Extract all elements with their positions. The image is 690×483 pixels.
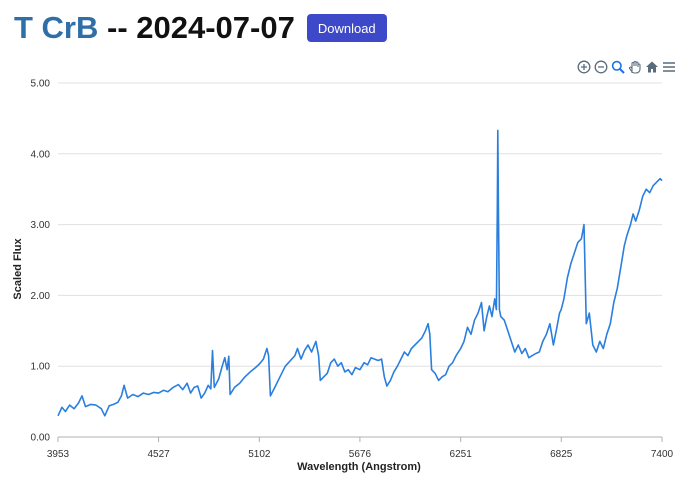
x-tick-label: 3953 (47, 449, 70, 460)
y-tick-label: 1.00 (31, 362, 51, 373)
star-name: T CrB (14, 10, 99, 45)
y-tick-label: 2.00 (31, 291, 51, 302)
flux-series-line (57, 129, 663, 417)
x-tick-label: 5102 (248, 449, 271, 460)
observation-date: -- 2024-07-07 (98, 10, 295, 45)
spectrum-chart: 0.00 1.00 2.00 3.00 4.00 5.00 3953 4527 5102 567… (12, 79, 674, 474)
y-axis-ticks: 0.00 1.00 2.00 3.00 4.00 5.00 (31, 79, 51, 444)
x-tick-label: 6825 (550, 449, 573, 460)
menu-icon[interactable] (662, 60, 676, 74)
pan-hand-icon[interactable] (628, 60, 642, 74)
zoom-out-icon[interactable] (594, 60, 608, 74)
x-tick-label: 5676 (349, 449, 372, 460)
x-tick-label: 7400 (651, 449, 674, 460)
page-title: T CrB -- 2024-07-07 (14, 10, 295, 46)
zoom-selection-icon[interactable] (611, 60, 625, 74)
page-header: T CrB -- 2024-07-07 Download (14, 8, 387, 48)
chart-toolbar (577, 60, 676, 74)
y-tick-label: 4.00 (31, 149, 51, 160)
home-reset-icon[interactable] (645, 60, 659, 74)
x-tick-label: 6251 (450, 449, 473, 460)
x-axis-ticks: 3953 4527 5102 5676 6251 6825 7400 (47, 437, 674, 460)
y-tick-label: 0.00 (31, 433, 51, 444)
y-tick-label: 5.00 (31, 79, 51, 90)
x-axis-title: Wavelength (Angstrom) (297, 461, 421, 473)
download-button[interactable]: Download (306, 14, 387, 42)
y-axis-title: Scaled Flux (12, 238, 24, 300)
x-tick-label: 4527 (147, 449, 170, 460)
y-tick-label: 3.00 (31, 220, 51, 231)
zoom-in-icon[interactable] (577, 60, 591, 74)
